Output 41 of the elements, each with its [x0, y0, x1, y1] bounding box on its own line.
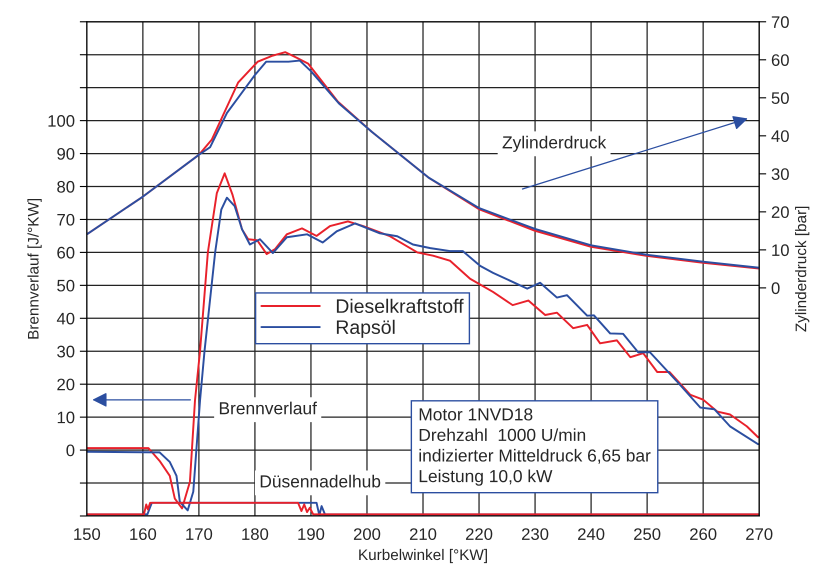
annotation: Motor 1NVD18 Drehzahl 1000 U/min indizierter Mitteldruck 6,65 bar Leistung 10,0 kW — [419, 408, 651, 486]
y2-tick-label: 20 — [772, 206, 789, 218]
x-tick-label: 220 — [466, 528, 492, 540]
annotation: Brennverlauf — [220, 402, 317, 414]
x-tick-label: 250 — [634, 528, 660, 540]
y2-tick-label: 30 — [772, 168, 789, 180]
legend-label: Dieselkraftstoff — [336, 298, 464, 313]
annotation: Zylinderdruck — [502, 136, 606, 152]
y2-tick-label: 60 — [772, 54, 789, 66]
x-tick-label: 180 — [242, 528, 268, 540]
y2-tick-label: 0 — [772, 282, 780, 294]
x-tick-label: 160 — [130, 528, 156, 540]
y-tick-label: 80 — [57, 180, 74, 193]
legend-label: Rapsöl — [336, 320, 395, 338]
y-tick-label: 60 — [57, 246, 74, 259]
x-tick-label: 230 — [522, 528, 548, 540]
y-tick-label: 70 — [57, 214, 74, 226]
x-tick-label: 260 — [690, 528, 716, 540]
y-tick-label: 50 — [57, 280, 74, 292]
y-tick-label: 10 — [58, 412, 74, 424]
y-tick-label: 90 — [57, 148, 74, 160]
y-tick-label: 0 — [66, 444, 74, 456]
y-tick-label: 40 — [56, 312, 74, 325]
x-tick-label: 270 — [746, 528, 772, 540]
x-tick-label: 150 — [74, 528, 100, 540]
x-tick-label: 190 — [298, 528, 324, 540]
x-axis-title: Kurbelwinkel [°KW] — [359, 548, 487, 564]
y-tick-label: 20 — [57, 378, 74, 390]
y2-tick-label: 70 — [772, 16, 789, 28]
y-tick-label: 100 — [48, 115, 74, 127]
x-tick-label: 240 — [578, 528, 604, 540]
annotation: Düsennadelhub — [260, 474, 380, 488]
x-tick-label: 170 — [186, 528, 212, 540]
y-axis-title: Brennverlauf [J/°KW] — [27, 198, 42, 339]
y2-tick-label: 40 — [771, 130, 789, 142]
y2-tick-label: 50 — [772, 92, 789, 104]
y-tick-label: 30 — [57, 346, 74, 358]
y2-axis-title: Zylinderdruck [bar] — [795, 206, 810, 332]
y2-tick-label: 10 — [772, 244, 789, 256]
x-tick-label: 210 — [410, 528, 436, 540]
x-tick-label: 200 — [354, 528, 380, 540]
